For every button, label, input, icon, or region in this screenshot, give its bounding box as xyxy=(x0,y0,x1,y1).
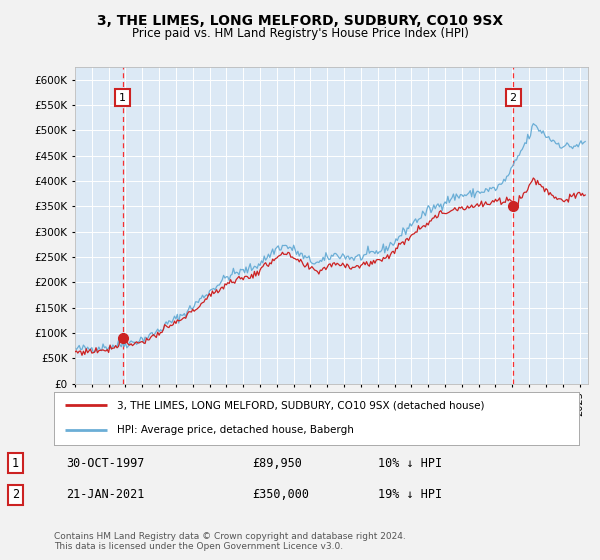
Text: 1: 1 xyxy=(119,92,126,102)
Text: £89,950: £89,950 xyxy=(252,457,302,470)
Text: HPI: Average price, detached house, Babergh: HPI: Average price, detached house, Babe… xyxy=(117,425,354,435)
Text: Price paid vs. HM Land Registry's House Price Index (HPI): Price paid vs. HM Land Registry's House … xyxy=(131,27,469,40)
Text: 10% ↓ HPI: 10% ↓ HPI xyxy=(378,457,442,470)
Text: 3, THE LIMES, LONG MELFORD, SUDBURY, CO10 9SX: 3, THE LIMES, LONG MELFORD, SUDBURY, CO1… xyxy=(97,14,503,28)
Text: 2: 2 xyxy=(509,92,517,102)
Text: £350,000: £350,000 xyxy=(252,488,309,501)
Text: 19% ↓ HPI: 19% ↓ HPI xyxy=(378,488,442,501)
Text: 30-OCT-1997: 30-OCT-1997 xyxy=(66,457,145,470)
Text: 3, THE LIMES, LONG MELFORD, SUDBURY, CO10 9SX (detached house): 3, THE LIMES, LONG MELFORD, SUDBURY, CO1… xyxy=(117,400,485,410)
Text: 1: 1 xyxy=(12,457,19,470)
Text: Contains HM Land Registry data © Crown copyright and database right 2024.
This d: Contains HM Land Registry data © Crown c… xyxy=(54,532,406,552)
Text: 2: 2 xyxy=(12,488,19,501)
Text: 21-JAN-2021: 21-JAN-2021 xyxy=(66,488,145,501)
